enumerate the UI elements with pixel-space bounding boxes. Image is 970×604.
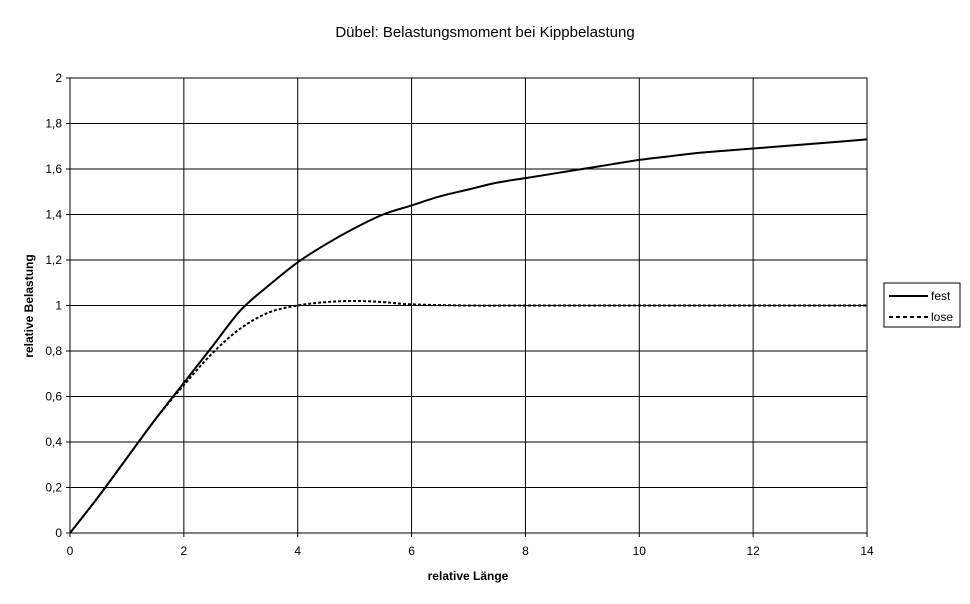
x-tick-label: 14 [860, 544, 874, 558]
series-line-lose [69, 299, 867, 534]
legend-box [883, 282, 961, 328]
y-tick-label: 1,4 [45, 208, 62, 222]
chart-title: Dübel: Belastungsmoment bei Kippbelastun… [335, 24, 634, 41]
legend-label-fest: fest [931, 289, 951, 303]
x-tick-label: 0 [67, 544, 74, 558]
y-tick-label: 0,4 [45, 435, 62, 449]
y-tick-label: 0,6 [45, 390, 62, 404]
y-tick-label: 2 [55, 71, 62, 85]
y-tick-label: 0,8 [45, 344, 62, 358]
x-axis-title: relative Länge [428, 569, 509, 583]
x-tick-label: 10 [633, 544, 647, 558]
x-tick-label: 6 [408, 544, 415, 558]
y-tick-label: 0,2 [45, 481, 62, 495]
y-tick-label: 1 [55, 299, 62, 313]
y-tick-label: 1,2 [45, 253, 62, 267]
x-tick-label: 12 [746, 544, 760, 558]
y-tick-label: 1,6 [45, 162, 62, 176]
series-line-fest [69, 138, 868, 534]
tick-labels: 0 2 4 6 8 10 12 14 0 0,2 0,4 0,6 0,8 1 1,2 1,4 1,6 1,8 2 [45, 71, 874, 558]
x-tick-label: 2 [181, 544, 188, 558]
legend-label-lose: lose [931, 310, 953, 324]
y-axis-title: relative Belastung [22, 254, 36, 357]
series-layer [69, 138, 868, 534]
y-tick-label: 0 [55, 526, 62, 540]
y-tick-label: 1,8 [45, 117, 62, 131]
x-tick-label: 4 [294, 544, 301, 558]
x-tick-label: 8 [522, 544, 529, 558]
legend: fest lose [883, 282, 961, 328]
